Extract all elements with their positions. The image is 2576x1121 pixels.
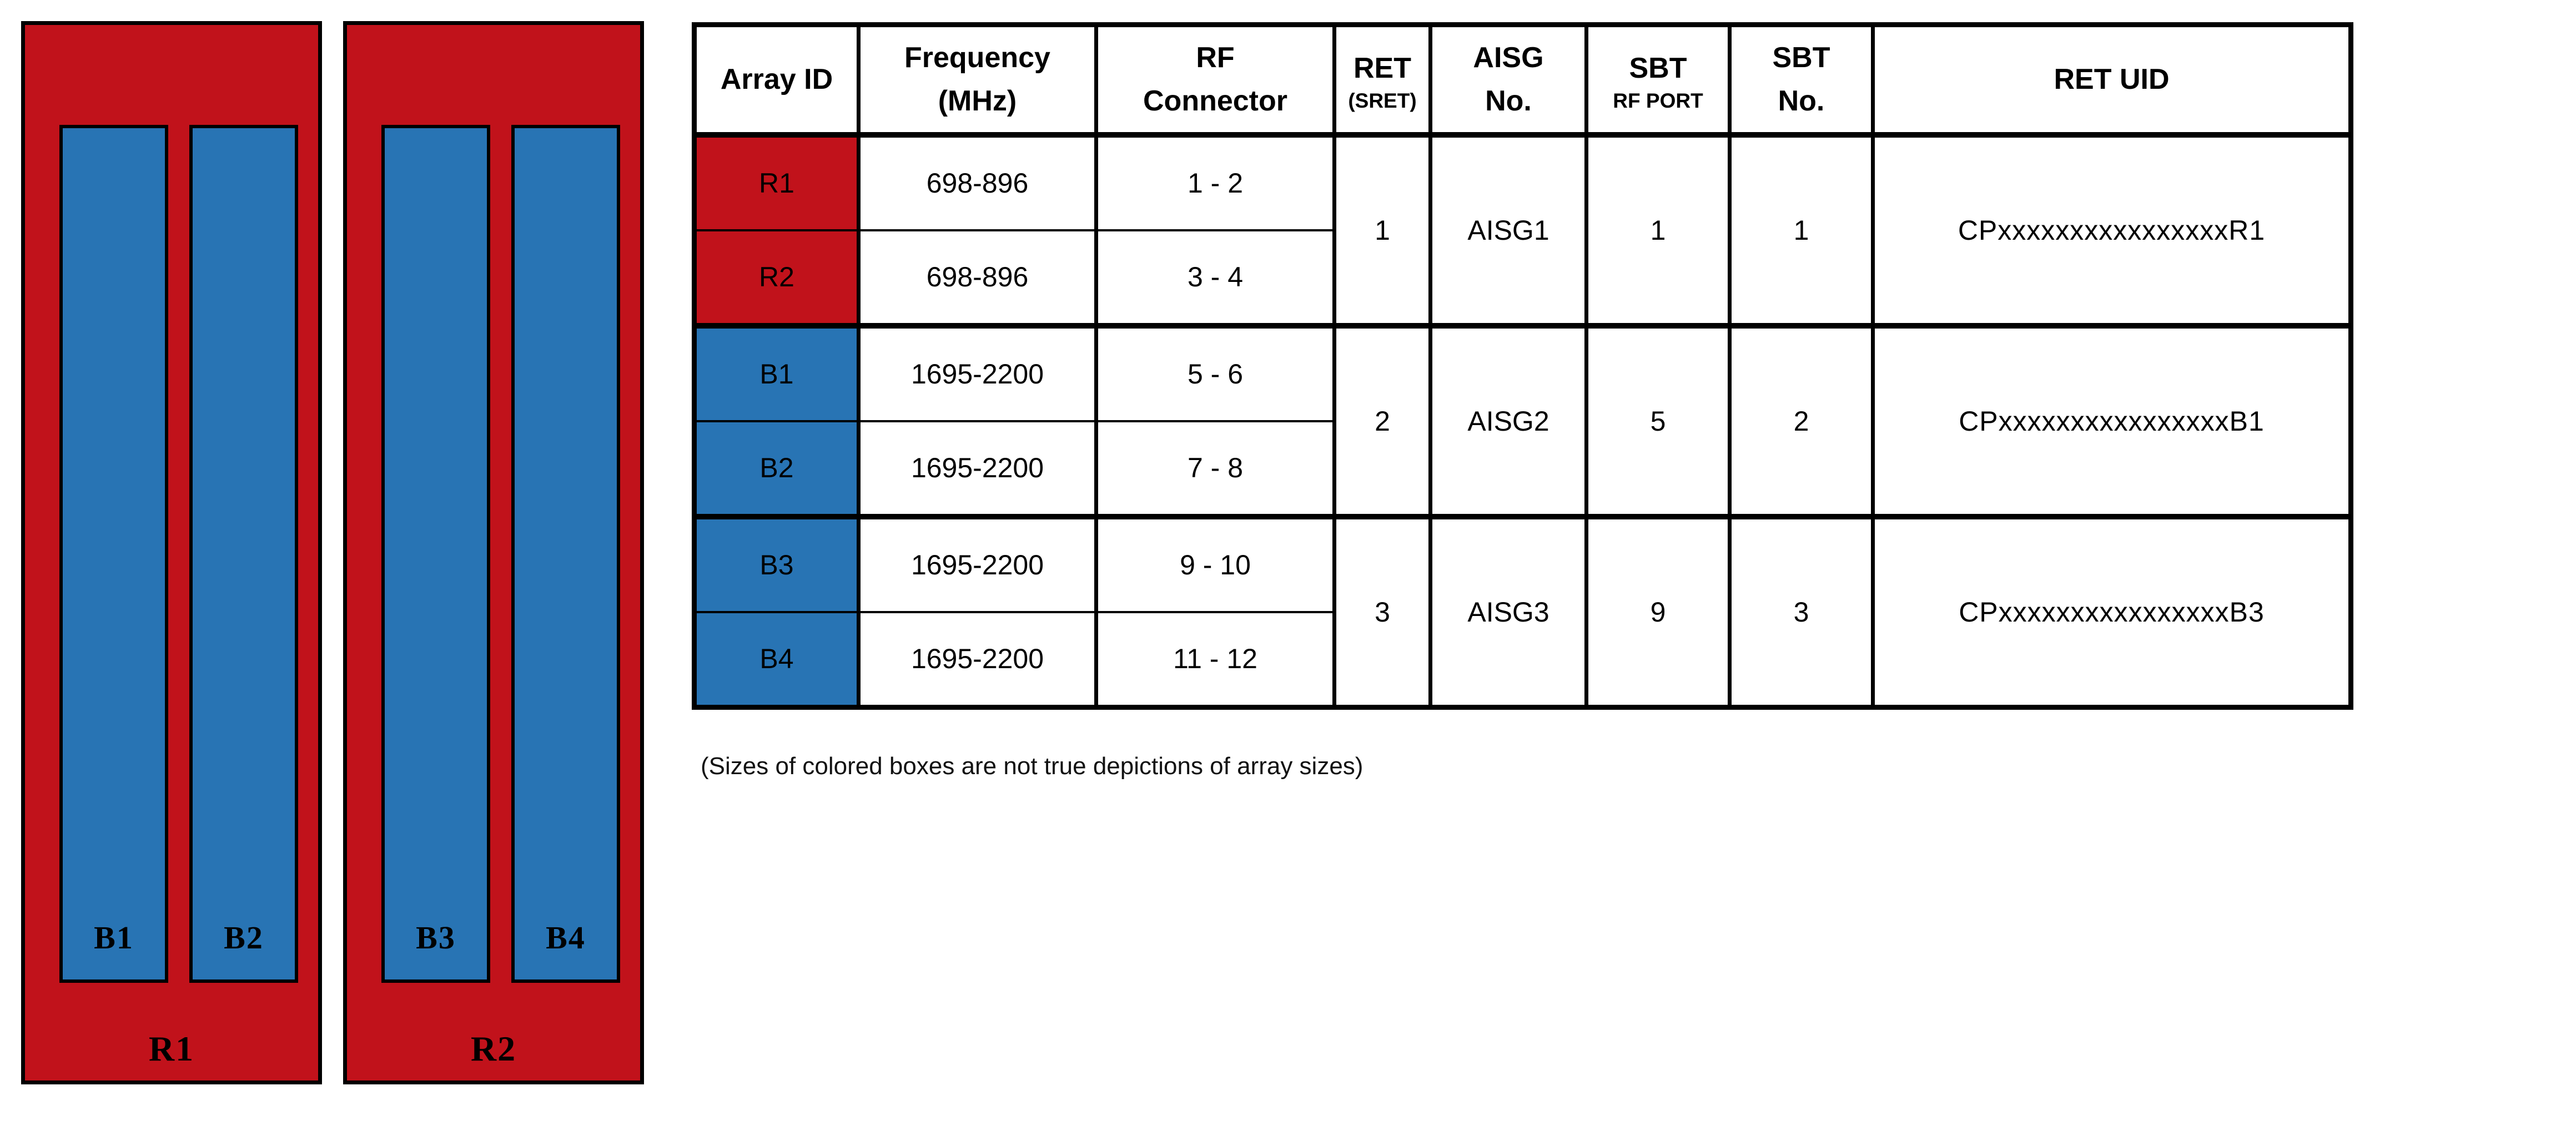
aisg-no-cell: AISG3 bbox=[1428, 513, 1588, 709]
size-disclaimer-note: (Sizes of colored boxes are not true dep… bbox=[701, 753, 1364, 780]
col-header-sbt-no: SBT No. bbox=[1728, 23, 1875, 138]
header-text: (MHz) bbox=[938, 85, 1017, 118]
header-text: RF bbox=[1196, 42, 1235, 74]
rf-connector-cell: 5 - 6 bbox=[1094, 322, 1336, 422]
table-row-b3: B3 1695-2200 9 - 10 3 AISG3 9 3 CPxxxxxx… bbox=[692, 513, 2353, 709]
sbt-rf-port-cell: 5 bbox=[1584, 322, 1732, 518]
frequency-cell: 698-896 bbox=[857, 133, 1098, 231]
sbt-no-cell: 2 bbox=[1728, 322, 1875, 518]
header-text: (SRET) bbox=[1348, 89, 1417, 112]
frequency-cell: 1695-2200 bbox=[857, 322, 1098, 422]
array-box-label: B1 bbox=[94, 920, 134, 956]
panel-label-r2: R2 bbox=[470, 1029, 517, 1068]
col-header-array-id: Array ID bbox=[692, 23, 861, 138]
array-box-b3: B3 bbox=[381, 125, 490, 983]
header-text: RF PORT bbox=[1613, 89, 1703, 112]
array-id-cell: R1 bbox=[692, 133, 861, 231]
array-id-cell: B4 bbox=[692, 610, 861, 709]
table-row-b4: B4 1695-2200 11 - 12 bbox=[692, 610, 2351, 709]
col-header-rf-connector: RF Connector bbox=[1094, 23, 1336, 138]
ret-uid-cell: CPxxxxxxxxxxxxxxxxR1 bbox=[1871, 133, 2353, 327]
frequency-cell: 1695-2200 bbox=[857, 610, 1098, 709]
rf-connector-cell: 7 - 8 bbox=[1094, 420, 1336, 518]
table-row-b2: B2 1695-2200 7 - 8 bbox=[692, 420, 2351, 518]
table-row-r2: R2 698-896 3 - 4 bbox=[692, 229, 2351, 327]
table-row-b1: B1 1695-2200 5 - 6 2 AISG2 5 2 CPxxxxxxx… bbox=[692, 322, 2353, 518]
ret-cell: 1 bbox=[1332, 133, 1432, 327]
sbt-rf-port-cell: 9 bbox=[1584, 513, 1732, 709]
frequency-cell: 1695-2200 bbox=[857, 420, 1098, 518]
port-mapping-table: Array ID Frequency (MHz) RF Connector RE… bbox=[692, 22, 2353, 710]
header-text: Array ID bbox=[720, 63, 833, 96]
array-id-cell: R2 bbox=[692, 229, 861, 327]
col-header-sbt-rf-port: SBT RF PORT bbox=[1584, 23, 1732, 138]
array-id-cell: B2 bbox=[692, 420, 861, 518]
ret-cell: 3 bbox=[1332, 513, 1432, 709]
sbt-rf-port-cell: 1 bbox=[1584, 133, 1732, 327]
antenna-panel-r1: B1 B2 R1 bbox=[21, 21, 322, 1084]
ret-uid-cell: CPxxxxxxxxxxxxxxxxB3 bbox=[1871, 513, 2353, 709]
antenna-panel-r2: B3 B4 R2 bbox=[343, 21, 644, 1084]
ret-cell: 2 bbox=[1332, 322, 1432, 518]
header-text: Frequency bbox=[904, 42, 1050, 74]
sbt-no-cell: 3 bbox=[1728, 513, 1875, 709]
array-id-cell: B1 bbox=[692, 322, 861, 422]
header-text: SBT bbox=[1772, 42, 1830, 74]
header-text: No. bbox=[1485, 85, 1532, 118]
header-row: Array ID Frequency (MHz) RF Connector RE… bbox=[692, 23, 2353, 138]
array-box-b4: B4 bbox=[511, 125, 620, 983]
array-box-label: B4 bbox=[546, 920, 586, 956]
array-id-cell: B3 bbox=[692, 513, 861, 613]
array-box-label: B2 bbox=[224, 920, 264, 956]
panel-label-r1: R1 bbox=[148, 1029, 195, 1068]
array-box-b2: B2 bbox=[189, 125, 298, 983]
frequency-cell: 698-896 bbox=[857, 229, 1098, 327]
col-header-ret-uid: RET UID bbox=[1871, 23, 2353, 138]
frequency-cell: 1695-2200 bbox=[857, 513, 1098, 613]
ret-uid-cell: CPxxxxxxxxxxxxxxxxB1 bbox=[1871, 322, 2353, 518]
col-header-frequency: Frequency (MHz) bbox=[857, 23, 1098, 138]
header-text: SBT bbox=[1629, 52, 1687, 84]
header-text: RET UID bbox=[2054, 63, 2170, 96]
array-box-b1: B1 bbox=[59, 125, 168, 983]
aisg-no-cell: AISG2 bbox=[1428, 322, 1588, 518]
header-text: No. bbox=[1778, 85, 1825, 118]
col-header-aisg-no: AISG No. bbox=[1428, 23, 1588, 138]
rf-connector-cell: 1 - 2 bbox=[1094, 133, 1336, 231]
sbt-no-cell: 1 bbox=[1728, 133, 1875, 327]
aisg-no-cell: AISG1 bbox=[1428, 133, 1588, 327]
table-row-r1: R1 698-896 1 - 2 1 AISG1 1 1 CPxxxxxxxxx… bbox=[692, 133, 2353, 327]
header-text: AISG bbox=[1473, 42, 1544, 74]
rf-connector-cell: 9 - 10 bbox=[1094, 513, 1336, 613]
rf-connector-cell: 11 - 12 bbox=[1094, 610, 1336, 709]
rf-connector-cell: 3 - 4 bbox=[1094, 229, 1336, 327]
header-text: RET bbox=[1354, 52, 1411, 84]
header-text: Connector bbox=[1143, 85, 1287, 118]
array-box-label: B3 bbox=[416, 920, 456, 956]
col-header-ret-sret: RET (SRET) bbox=[1332, 23, 1432, 138]
